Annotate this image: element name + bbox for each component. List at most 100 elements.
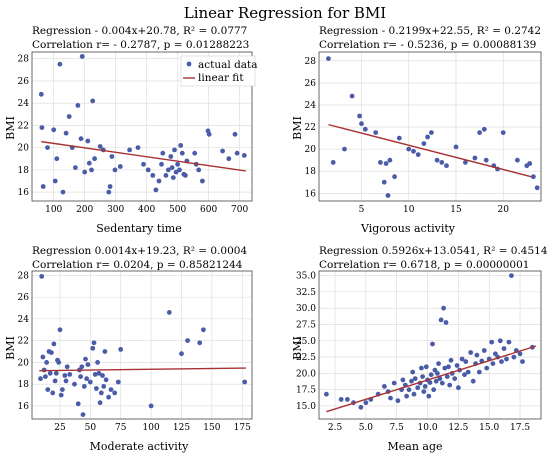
y-tick-label: 20.0 — [296, 369, 316, 379]
data-point — [200, 178, 205, 184]
data-point — [80, 412, 86, 417]
data-point — [50, 390, 56, 396]
data-point — [429, 130, 434, 136]
y-tick-label: 18 — [18, 380, 30, 390]
data-point — [426, 393, 432, 399]
data-point — [500, 130, 506, 136]
data-point — [481, 126, 487, 132]
plot-area: 2.5 5.0 7.5 10.0 12.5 15.0 17.5 15.0 17.5 20.0 22.… — [296, 270, 542, 433]
data-point — [406, 146, 412, 152]
data-point — [534, 185, 540, 191]
data-point — [94, 386, 99, 391]
data-point — [118, 347, 124, 352]
data-point — [95, 360, 100, 365]
data-point — [493, 351, 498, 357]
y-tick-label: 30.0 — [296, 304, 316, 314]
data-point — [58, 392, 64, 398]
data-point — [509, 273, 514, 278]
y-tick-label: 35.0 — [296, 272, 316, 282]
data-point — [45, 145, 50, 151]
x-tick-label: 400 — [138, 205, 155, 215]
data-point — [419, 365, 424, 371]
data-point — [373, 130, 379, 136]
data-point — [108, 387, 114, 392]
x-tick-label: 5 — [359, 205, 365, 215]
data-point — [39, 125, 45, 130]
data-point — [499, 359, 504, 364]
data-point — [404, 393, 409, 399]
data-point — [117, 164, 123, 169]
plot-frame — [318, 51, 542, 202]
data-point — [517, 351, 523, 357]
data-point — [358, 404, 364, 410]
data-point — [97, 400, 103, 406]
data-point — [477, 130, 482, 136]
x-tick-label: 175 — [234, 423, 251, 433]
data-point — [63, 130, 69, 136]
data-point — [86, 160, 92, 166]
x-axis-label: Sedentary time — [96, 222, 182, 235]
y-tick-label: 32.5 — [296, 288, 316, 298]
data-point — [83, 356, 88, 362]
data-point — [232, 131, 238, 137]
data-point — [435, 371, 440, 376]
data-point — [98, 390, 104, 396]
data-point — [145, 167, 151, 173]
data-point — [84, 376, 90, 382]
data-point — [456, 385, 461, 391]
data-point — [170, 175, 176, 181]
fit-line — [41, 140, 246, 172]
x-tick-label: 2.5 — [328, 423, 343, 433]
data-point — [183, 173, 188, 178]
data-point — [64, 364, 70, 370]
data-point — [515, 157, 520, 163]
y-axis-label: BMI — [291, 336, 304, 360]
data-point — [53, 370, 59, 376]
data-point — [415, 385, 421, 391]
data-point — [197, 340, 203, 346]
data-point — [378, 160, 383, 165]
x-tick-label: 15.0 — [479, 423, 499, 433]
data-point — [338, 397, 344, 402]
fit-line — [326, 345, 537, 413]
x-tick-label: 125 — [173, 423, 190, 433]
data-point — [428, 372, 434, 378]
regression-stat: Regression 0.5926x+13.0541, R² = 0.4514 — [319, 245, 548, 257]
data-point — [179, 150, 185, 156]
data-point — [56, 360, 62, 365]
correlation-stat: Correlation r= - 0.5236, p = 0.00088139 — [319, 39, 536, 51]
data-point — [60, 189, 66, 195]
data-point — [423, 364, 429, 370]
y-tick-label: 22 — [18, 121, 29, 131]
data-point — [206, 131, 212, 137]
data-point — [150, 173, 156, 178]
data-point — [409, 378, 414, 384]
data-point — [185, 338, 191, 343]
data-point — [78, 374, 83, 379]
x-tick-label: 50 — [85, 423, 97, 433]
plot-frame — [318, 270, 542, 420]
fit-line — [39, 367, 246, 372]
data-point — [44, 360, 49, 365]
data-point — [411, 391, 417, 397]
data-point — [169, 165, 175, 171]
data-point — [201, 327, 206, 333]
data-point — [362, 126, 368, 132]
data-point — [442, 365, 448, 371]
data-point — [168, 154, 174, 159]
legend-box — [180, 55, 256, 87]
data-point — [427, 380, 433, 385]
data-point — [470, 378, 476, 384]
data-point — [38, 376, 43, 382]
data-point — [462, 372, 467, 378]
x-tick-label: 700 — [231, 205, 248, 215]
y-tick-label: 20 — [18, 358, 30, 368]
data-point — [67, 372, 73, 377]
data-point — [242, 379, 248, 385]
data-point — [387, 157, 393, 163]
correlation-stat: Correlation r= 0.0204, p = 0.85821244 — [32, 259, 243, 271]
data-point — [75, 401, 81, 407]
x-tick-label: 17.5 — [510, 423, 530, 433]
y-tick-label: 16 — [305, 189, 317, 199]
